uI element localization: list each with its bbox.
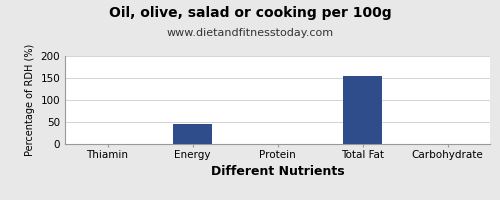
Text: Oil, olive, salad or cooking per 100g: Oil, olive, salad or cooking per 100g — [108, 6, 392, 20]
Text: www.dietandfitnesstoday.com: www.dietandfitnesstoday.com — [166, 28, 334, 38]
Bar — [344, 76, 382, 144]
Bar — [174, 124, 212, 144]
X-axis label: Different Nutrients: Different Nutrients — [210, 165, 344, 178]
Y-axis label: Percentage of RDH (%): Percentage of RDH (%) — [25, 44, 35, 156]
